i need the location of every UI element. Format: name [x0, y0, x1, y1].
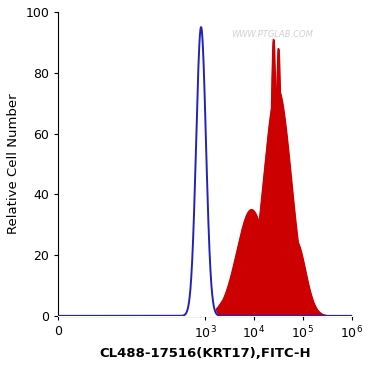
- X-axis label: CL488-17516(KRT17),FITC-H: CL488-17516(KRT17),FITC-H: [99, 347, 311, 360]
- Text: WWW.PTGLAB.COM: WWW.PTGLAB.COM: [232, 30, 313, 39]
- Y-axis label: Relative Cell Number: Relative Cell Number: [7, 94, 20, 234]
